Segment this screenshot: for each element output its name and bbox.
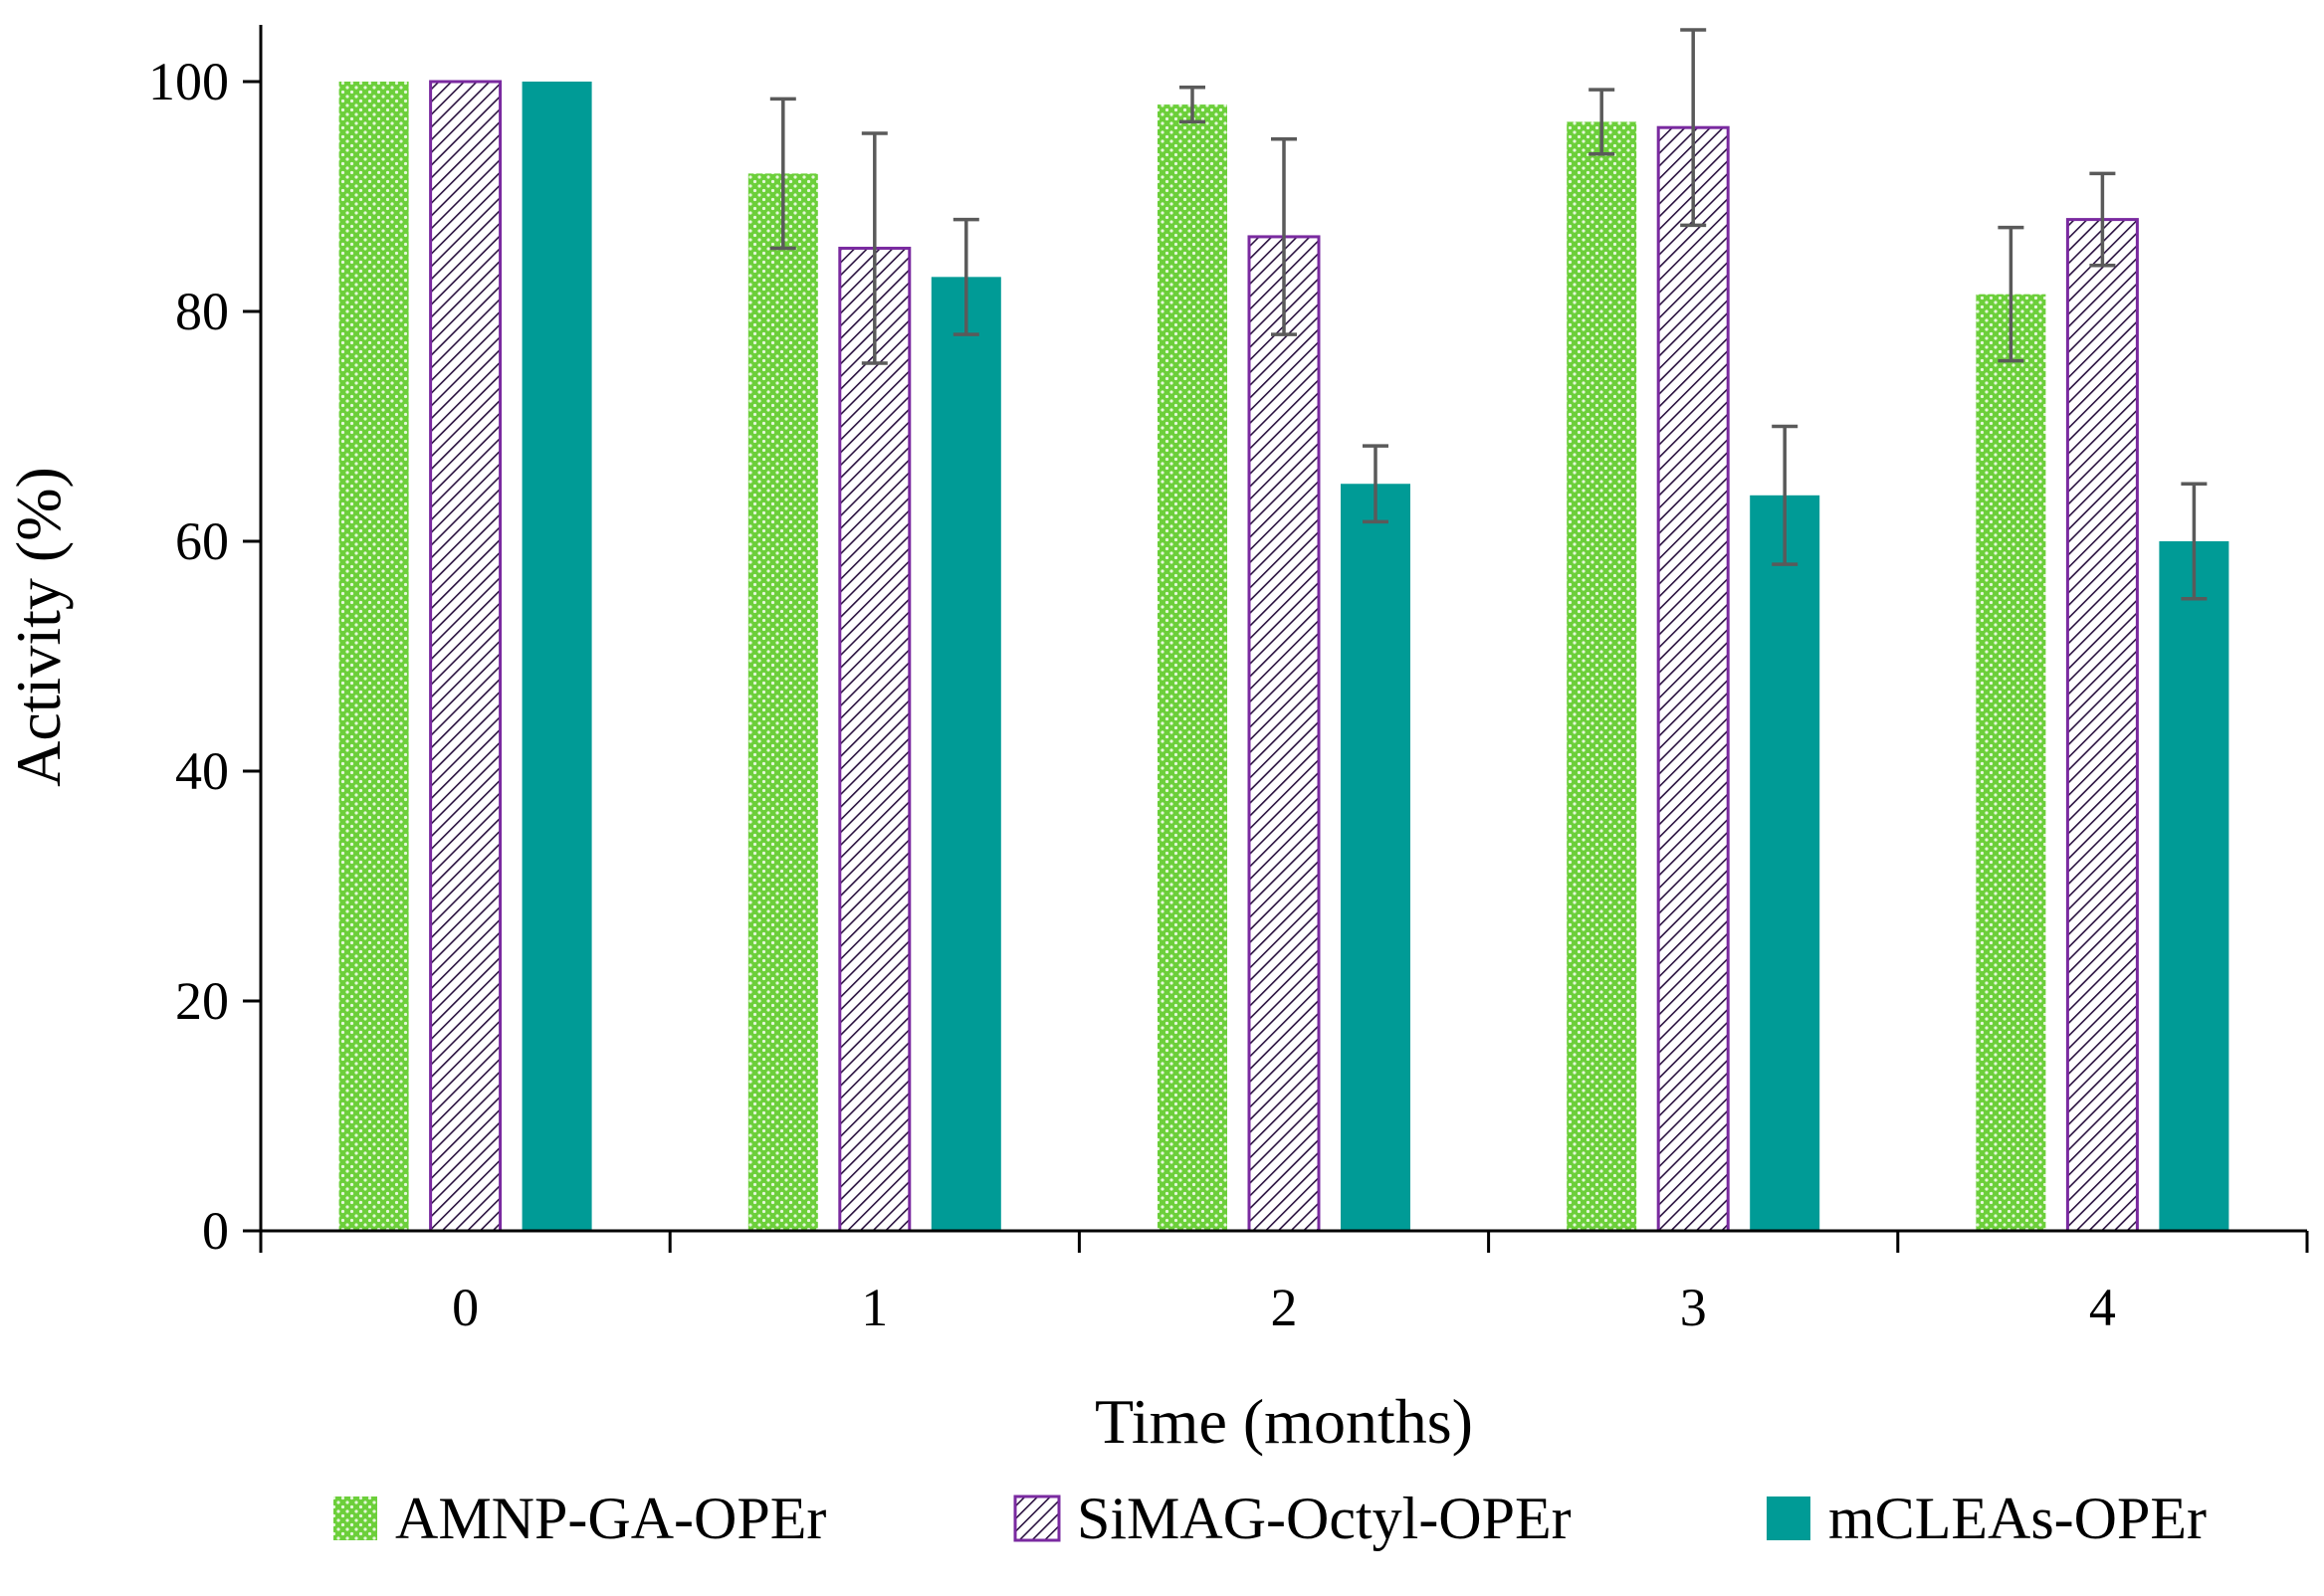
x-tick-label: 2 <box>1271 1278 1298 1337</box>
x-tick-label: 1 <box>861 1278 888 1337</box>
bar-series-3-month-1 <box>931 277 1001 1232</box>
legend-item-2: SiMAG-Octyl-OPEr <box>1013 1486 1572 1551</box>
y-tick-label: 20 <box>175 971 229 1031</box>
y-tick-label: 40 <box>175 741 229 801</box>
y-axis-title: Activity (%) <box>3 467 74 787</box>
legend-label: mCLEAs-OPEr <box>1828 1486 2207 1551</box>
legend-swatch <box>333 1496 377 1540</box>
bar-series-1-month-3 <box>1567 121 1637 1231</box>
legend-swatch <box>1013 1495 1061 1542</box>
bar-series-3-month-3 <box>1750 495 1820 1231</box>
x-tick-label: 4 <box>2089 1278 2116 1337</box>
x-tick-label: 0 <box>452 1278 479 1337</box>
legend-label: SiMAG-Octyl-OPEr <box>1077 1486 1572 1551</box>
error-bar-series-3-month-1 <box>952 217 979 336</box>
bar-series-1-month-4 <box>1976 294 2046 1231</box>
x-ticks-layer: 0 1 2 3 4 <box>259 1231 2309 1337</box>
bar-series-2-month-2 <box>1247 235 1321 1233</box>
x-tick-label: 3 <box>1680 1278 1707 1337</box>
bar-series-1-month-1 <box>747 173 818 1231</box>
bar-series-3-month-2 <box>1341 484 1410 1231</box>
legend-swatch <box>1767 1496 1810 1540</box>
bars-layer <box>338 80 2229 1233</box>
error-bar-series-2-month-4 <box>2089 171 2116 268</box>
bar-series-1-month-0 <box>338 82 409 1231</box>
bar-series-3-month-0 <box>522 82 592 1231</box>
error-bar-series-1-month-1 <box>769 97 796 251</box>
x-axis-title: Time (months) <box>1095 1386 1473 1457</box>
y-tick-label: 80 <box>175 282 229 341</box>
error-bar-series-3-month-3 <box>1772 424 1798 566</box>
error-bar-series-2-month-1 <box>861 131 888 365</box>
y-tick-label: 100 <box>148 52 229 111</box>
legend-item-1: AMNP-GA-OPEr <box>333 1486 826 1551</box>
error-bar-series-1-month-2 <box>1179 86 1205 124</box>
error-bar-series-1-month-4 <box>1998 225 2024 363</box>
bar-series-2-month-1 <box>838 246 912 1233</box>
bar-series-2-month-3 <box>1656 125 1730 1233</box>
error-bar-series-2-month-3 <box>1680 28 1707 228</box>
y-tick-label: 0 <box>202 1201 229 1261</box>
y-tick-label: 60 <box>175 511 229 571</box>
bar-series-1-month-2 <box>1158 104 1227 1232</box>
bar-series-2-month-4 <box>2065 218 2139 1233</box>
error-bar-series-3-month-2 <box>1363 444 1388 524</box>
legend-item-3: mCLEAs-OPEr <box>1767 1486 2207 1551</box>
bar-series-2-month-0 <box>429 80 503 1233</box>
legend: AMNP-GA-OPEr SiMAG-Octyl-OPEr mCLEAs-OPEr <box>333 1486 2207 1551</box>
error-bar-series-2-month-2 <box>1271 137 1297 336</box>
bar-series-3-month-4 <box>2159 541 2229 1231</box>
error-bar-series-1-month-3 <box>1588 88 1615 156</box>
y-ticks-layer: 0 20 40 60 80 100 <box>148 52 261 1261</box>
legend-label: AMNP-GA-OPEr <box>395 1486 826 1551</box>
error-bar-series-3-month-4 <box>2181 482 2208 601</box>
error-bars-layer <box>769 28 2208 601</box>
